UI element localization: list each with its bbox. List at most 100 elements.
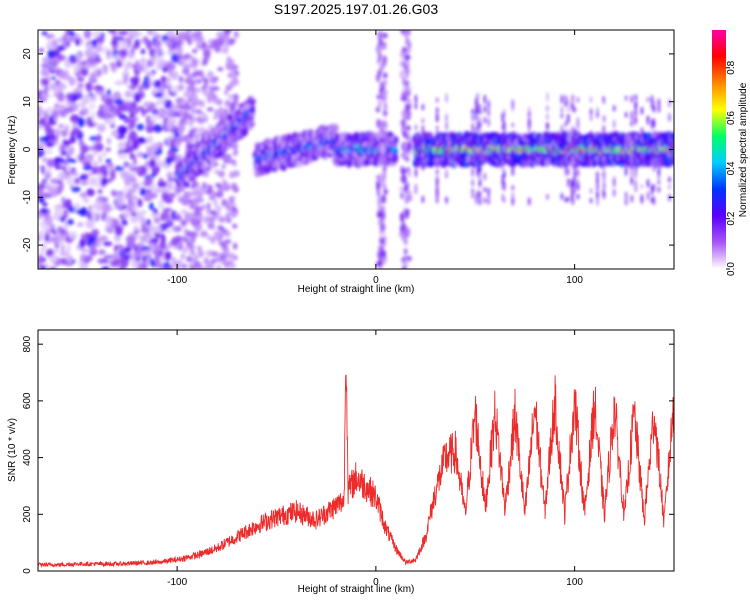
spectrogram-cell (117, 30, 128, 36)
spectrogram-cell (190, 61, 198, 69)
spectrogram-cell (61, 196, 66, 204)
spectrogram-cell (155, 160, 164, 168)
spectrogram-cell (132, 76, 139, 87)
spectrogram-cell (102, 151, 107, 157)
spectrogram-cell (166, 216, 172, 225)
spectrogram-cell (197, 99, 203, 107)
spectrogram-cell (137, 198, 143, 208)
spectrogram-cell (151, 167, 160, 173)
spectrogram-cell (40, 165, 46, 175)
spectrogram-cell (55, 79, 61, 86)
spectrogram-cell (75, 38, 81, 46)
spectrogram-cell (143, 101, 149, 108)
spectrogram-cell (154, 34, 163, 39)
spectrogram-cell (75, 209, 86, 215)
spectrogram-cell (122, 209, 132, 219)
spectrogram-cell (161, 191, 166, 202)
spectrogram-cell (197, 250, 205, 258)
spectrogram-cell (200, 230, 208, 238)
spectrogram-cell (68, 231, 78, 240)
spectrogram-cell (160, 233, 166, 243)
spectrogram-cell (111, 44, 118, 52)
spectrogram-cell (207, 70, 214, 79)
spectrogram-cell (393, 135, 399, 145)
spectrogram-cell (157, 181, 168, 188)
spectrogram-cell (56, 226, 64, 233)
spectrogram-cell (193, 132, 201, 138)
spectrogram-cell (183, 120, 189, 125)
spectrogram-cell (213, 115, 218, 120)
spectrogram-cell (224, 37, 229, 45)
spectrogram-cell (203, 78, 209, 85)
spectrogram-cell (83, 30, 92, 39)
spectrogram-cell (125, 236, 135, 241)
spectrogram-cell (46, 142, 55, 147)
spectrogram-cell (38, 124, 43, 130)
spectrogram-cell (39, 196, 45, 203)
spectrogram-cell (149, 258, 155, 267)
spectrogram-cell (47, 49, 55, 60)
spectrogram-cell (86, 211, 92, 220)
spectrogram-cell (190, 35, 196, 42)
spectrogram-cell (217, 225, 224, 231)
spectrogram-cell (46, 225, 52, 231)
spectrogram-cell (223, 108, 229, 116)
spectrogram-cell (146, 39, 153, 50)
spectrogram-cell (210, 223, 215, 230)
spectrogram-cell (46, 158, 55, 168)
spectrogram-cell (150, 237, 160, 243)
spectrogram-cell (64, 60, 71, 69)
spectrogram-cell (79, 109, 85, 117)
spectrogram-cell (122, 186, 128, 195)
spectrogram-cell (222, 260, 229, 267)
spectrogram-cell (217, 170, 225, 178)
spectrogram-cell (38, 254, 44, 263)
spectrogram-cell (38, 117, 48, 127)
spectrogram-cell (129, 177, 138, 183)
spectrogram-cell (129, 112, 135, 119)
spectrogram-cell (189, 80, 197, 86)
spectrogram-cell (221, 181, 230, 190)
spectrogram-cell (165, 30, 176, 37)
spectrogram-cell (221, 46, 229, 54)
spectrogram-cell (69, 114, 80, 123)
spectrogram-cell (96, 198, 104, 203)
spectrogram-cell (108, 54, 116, 59)
spectrogram-cell (214, 205, 223, 212)
spectrogram-cell (196, 70, 204, 75)
spectrogram-cell (124, 162, 131, 168)
spectrogram-cell (194, 87, 201, 93)
spectrogram-cell (71, 186, 81, 193)
spectrogram-cell (120, 40, 128, 49)
spectrogram-cell (79, 192, 88, 198)
spectrogram-cell (222, 216, 229, 222)
spectrogram-cell (59, 257, 68, 265)
spectrogram-cell (51, 109, 59, 119)
spectrogram-cell (177, 97, 182, 103)
spectrogram-cell (152, 207, 158, 214)
spectrogram-cell (105, 147, 111, 152)
spectrogram-cell (119, 49, 127, 58)
spectrogram-cell (186, 136, 194, 143)
spectrogram-cell (227, 206, 233, 213)
spectrogram-cell (132, 158, 137, 166)
spectrogram-cell (43, 215, 54, 225)
spectrogram-cell (228, 93, 234, 101)
spectrogram-cell (67, 158, 77, 163)
spectrogram-cell (77, 117, 86, 128)
spectrogram-cell (231, 64, 239, 70)
spectrogram-cell (392, 149, 399, 155)
spectrogram-cell (117, 125, 127, 135)
spectrogram-cell (106, 254, 115, 259)
spectrogram-cell (248, 99, 256, 105)
spectrogram-cell (91, 30, 102, 38)
spectrogram-cell (63, 140, 71, 147)
spectrogram-cell (214, 45, 222, 53)
spectrogram-cell (139, 235, 150, 244)
spectrogram-cell (171, 225, 178, 231)
spectrogram-cell (214, 256, 221, 262)
spectrogram-cell (223, 230, 231, 238)
spectrogram-cell (170, 70, 179, 81)
spectrogram-cell (177, 60, 183, 66)
spectrogram-cell (234, 70, 240, 77)
